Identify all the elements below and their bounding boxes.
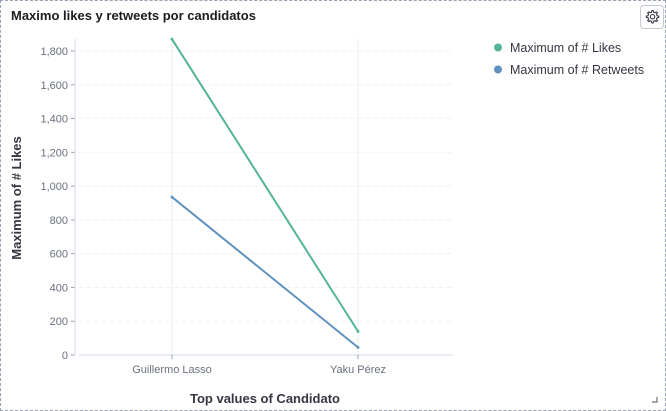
data-point[interactable] (170, 37, 174, 41)
y-tick-label: 800 (50, 215, 68, 227)
legend-label: Maximum of # Likes (510, 41, 621, 55)
x-axis: Guillermo Lasso Yaku Pérez (79, 354, 453, 376)
legend-swatch (494, 65, 502, 74)
legend: Maximum of # Likes Maximum of # Retweets (494, 41, 644, 77)
legend-label: Maximum of # Retweets (510, 63, 644, 77)
x-axis-title: Top values of Candidato (190, 391, 340, 406)
y-tick-label: 400 (50, 282, 68, 294)
data-point[interactable] (170, 195, 174, 199)
y-tick-label: 1,800 (40, 46, 68, 58)
series-line-1[interactable] (171, 196, 359, 349)
y-tick-label: 1,600 (40, 80, 68, 92)
panel-settings-button[interactable] (640, 5, 664, 29)
y-tick-label: 1,000 (40, 181, 68, 193)
y-axis-title: Maximum of # Likes (9, 136, 24, 260)
legend-item[interactable]: Maximum of # Retweets (494, 63, 644, 77)
y-tick-label: 0 (62, 350, 68, 362)
series-layer (170, 37, 360, 349)
y-tick-label: 1,400 (40, 114, 68, 126)
legend-swatch (494, 43, 502, 52)
legend-item[interactable]: Maximum of # Likes (494, 41, 621, 55)
grid-layer (79, 39, 453, 355)
data-point[interactable] (356, 345, 360, 349)
y-tick-label: 1,200 (40, 147, 68, 159)
gear-icon (645, 9, 660, 24)
series-line-0[interactable] (171, 38, 359, 332)
y-tick-label: 600 (50, 249, 68, 261)
x-tick-label: Yaku Pérez (330, 364, 386, 376)
y-axis: 0 200 400 600 800 1,000 1,200 1,400 1,600 1,800 (40, 39, 76, 362)
data-point[interactable] (356, 329, 360, 333)
panel-title: Maximo likes y retweets por candidatos (11, 8, 256, 23)
resize-corner-icon[interactable] (652, 397, 658, 403)
x-tick-label: Guillermo Lasso (132, 364, 211, 376)
y-tick-label: 200 (50, 316, 68, 328)
